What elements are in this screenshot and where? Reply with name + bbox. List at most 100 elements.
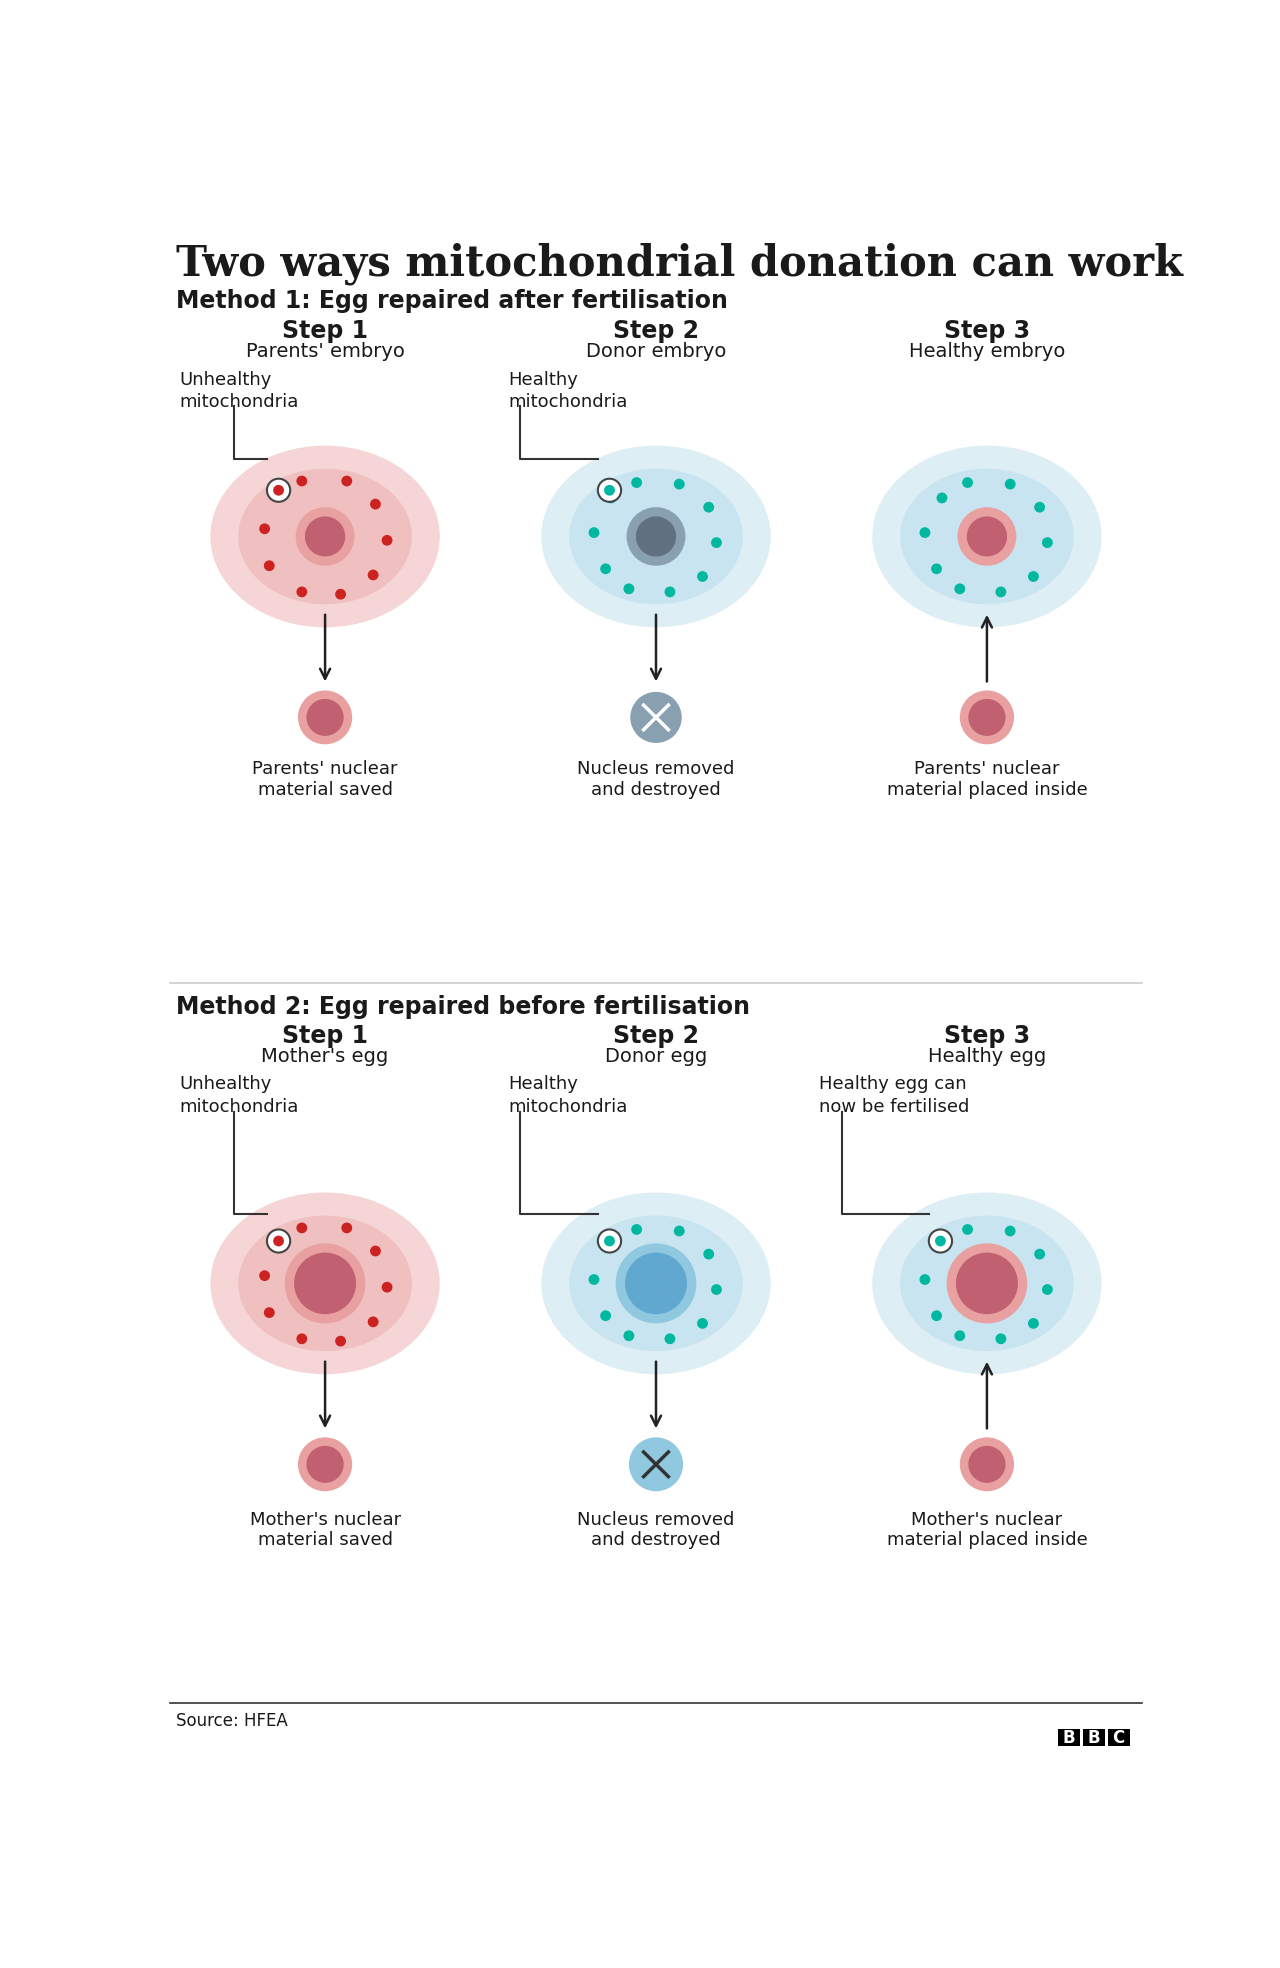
- Circle shape: [934, 1236, 946, 1246]
- Circle shape: [1005, 478, 1015, 490]
- Text: Method 2: Egg repaired before fertilisation: Method 2: Egg repaired before fertilisat…: [175, 994, 750, 1019]
- Ellipse shape: [900, 468, 1074, 604]
- Text: Parents' nuclear
material saved: Parents' nuclear material saved: [252, 760, 398, 799]
- Circle shape: [298, 1437, 352, 1492]
- Circle shape: [604, 484, 614, 496]
- Circle shape: [268, 1230, 291, 1252]
- Ellipse shape: [210, 1193, 440, 1374]
- Ellipse shape: [570, 468, 742, 604]
- Circle shape: [628, 1437, 684, 1492]
- Text: Unhealthy
mitochondria: Unhealthy mitochondria: [179, 1075, 298, 1116]
- Circle shape: [960, 1437, 1014, 1492]
- Circle shape: [673, 1226, 685, 1236]
- Text: Nucleus removed
and destroyed: Nucleus removed and destroyed: [577, 1511, 735, 1549]
- Circle shape: [957, 508, 1016, 565]
- Circle shape: [963, 476, 973, 488]
- Circle shape: [966, 516, 1007, 557]
- Circle shape: [306, 1446, 343, 1482]
- Circle shape: [264, 561, 275, 571]
- Circle shape: [381, 1281, 393, 1293]
- Circle shape: [623, 583, 635, 594]
- Circle shape: [919, 527, 931, 537]
- Text: Two ways mitochondrial donation can work: Two ways mitochondrial donation can work: [175, 242, 1183, 285]
- Ellipse shape: [872, 445, 1102, 628]
- Ellipse shape: [238, 468, 412, 604]
- Bar: [1107, 1730, 1129, 1746]
- Text: Step 1: Step 1: [282, 1023, 369, 1047]
- Circle shape: [259, 1269, 270, 1281]
- Circle shape: [589, 1273, 599, 1285]
- Bar: [1059, 1730, 1080, 1746]
- Ellipse shape: [872, 1193, 1102, 1374]
- Circle shape: [960, 691, 1014, 744]
- Circle shape: [631, 1224, 643, 1234]
- Circle shape: [1034, 1250, 1044, 1260]
- Text: Healthy embryo: Healthy embryo: [909, 342, 1065, 362]
- Circle shape: [297, 586, 307, 598]
- Circle shape: [381, 535, 393, 545]
- Ellipse shape: [541, 1193, 771, 1374]
- Text: Mother's nuclear
material saved: Mother's nuclear material saved: [250, 1511, 401, 1549]
- Circle shape: [931, 1311, 942, 1321]
- Circle shape: [631, 476, 643, 488]
- Text: B: B: [1062, 1728, 1075, 1748]
- Ellipse shape: [238, 1216, 412, 1352]
- Text: Donor embryo: Donor embryo: [586, 342, 726, 362]
- Text: Step 1: Step 1: [282, 319, 369, 342]
- Circle shape: [931, 563, 942, 575]
- Text: Healthy
mitochondria: Healthy mitochondria: [508, 1075, 628, 1116]
- Bar: [1083, 1730, 1105, 1746]
- Circle shape: [367, 569, 379, 581]
- Circle shape: [955, 1330, 965, 1340]
- Circle shape: [589, 527, 599, 537]
- Circle shape: [969, 1446, 1006, 1482]
- Circle shape: [297, 1334, 307, 1344]
- Text: Step 2: Step 2: [613, 1023, 699, 1047]
- Circle shape: [996, 1334, 1006, 1344]
- Text: Healthy
mitochondria: Healthy mitochondria: [508, 370, 628, 411]
- Circle shape: [306, 699, 343, 736]
- Circle shape: [1005, 1226, 1015, 1236]
- Text: Parents' embryo: Parents' embryo: [246, 342, 404, 362]
- Circle shape: [273, 1238, 284, 1250]
- Circle shape: [703, 502, 714, 512]
- Circle shape: [342, 476, 352, 486]
- Circle shape: [1042, 537, 1052, 547]
- Circle shape: [956, 1252, 1018, 1315]
- Circle shape: [305, 516, 346, 557]
- Text: B: B: [1088, 1728, 1101, 1748]
- Circle shape: [947, 1244, 1028, 1322]
- Circle shape: [636, 516, 676, 557]
- Circle shape: [664, 586, 676, 598]
- Circle shape: [996, 586, 1006, 598]
- Circle shape: [342, 1222, 352, 1234]
- Circle shape: [294, 1252, 356, 1315]
- Circle shape: [1028, 1319, 1039, 1328]
- Circle shape: [604, 1236, 614, 1246]
- Text: Mother's nuclear
material placed inside: Mother's nuclear material placed inside: [887, 1511, 1087, 1549]
- Circle shape: [937, 492, 947, 504]
- Circle shape: [284, 1244, 365, 1322]
- Circle shape: [268, 478, 291, 502]
- Circle shape: [273, 492, 284, 502]
- Circle shape: [259, 523, 270, 533]
- Circle shape: [1028, 571, 1039, 583]
- Circle shape: [698, 571, 708, 583]
- Circle shape: [335, 1336, 346, 1346]
- Circle shape: [598, 1230, 621, 1252]
- Circle shape: [1042, 1285, 1052, 1295]
- Text: Parents' nuclear
material placed inside: Parents' nuclear material placed inside: [887, 760, 1087, 799]
- Circle shape: [600, 563, 611, 575]
- Text: Method 1: Egg repaired after fertilisation: Method 1: Egg repaired after fertilisati…: [175, 289, 727, 313]
- Circle shape: [623, 1330, 635, 1340]
- Circle shape: [605, 492, 617, 504]
- Text: Nucleus removed
and destroyed: Nucleus removed and destroyed: [577, 760, 735, 799]
- Circle shape: [1034, 502, 1044, 512]
- Ellipse shape: [570, 1216, 742, 1352]
- Circle shape: [628, 691, 684, 744]
- Text: Source: HFEA: Source: HFEA: [175, 1712, 287, 1730]
- Circle shape: [969, 699, 1006, 736]
- Text: Mother's egg: Mother's egg: [261, 1047, 389, 1067]
- Circle shape: [273, 484, 284, 496]
- Circle shape: [710, 537, 722, 547]
